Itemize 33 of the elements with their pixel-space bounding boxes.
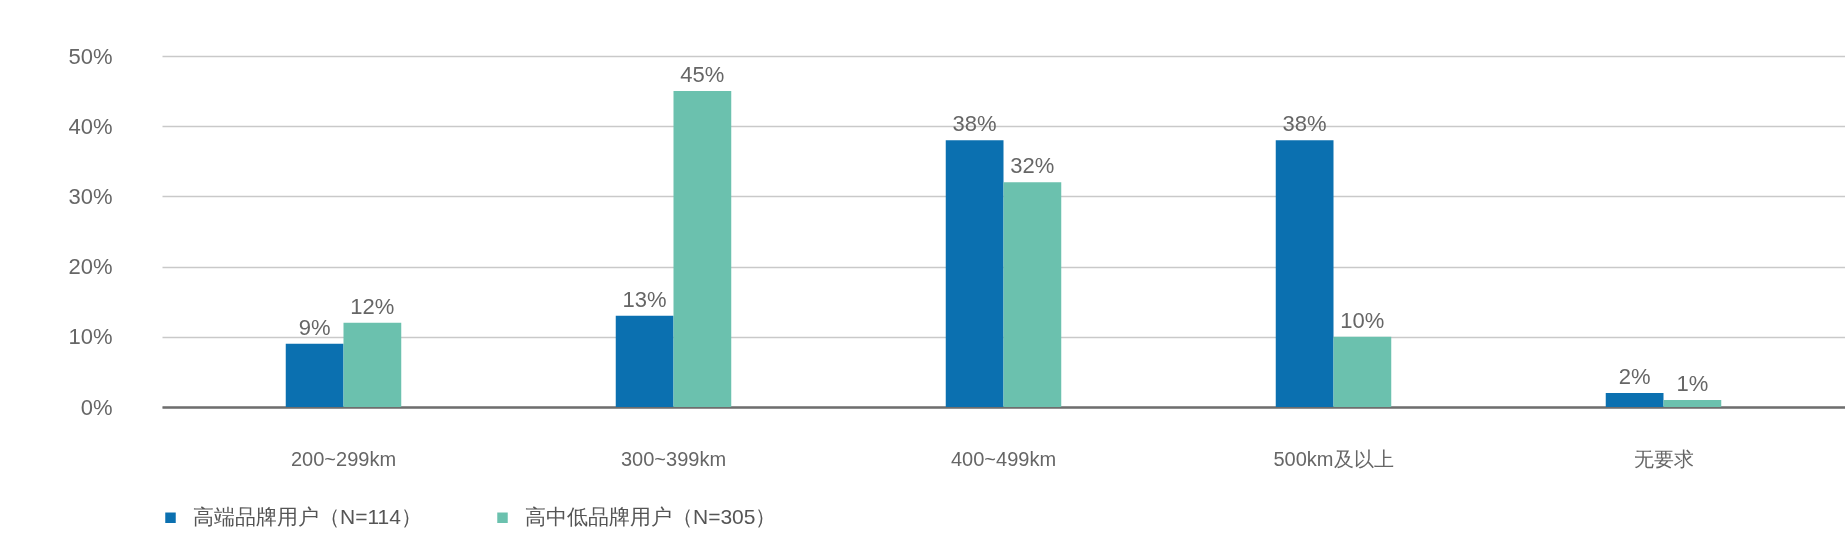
bar bbox=[1003, 182, 1062, 407]
data-label: 10% bbox=[1340, 307, 1385, 333]
bar bbox=[343, 322, 402, 407]
bar bbox=[1333, 336, 1392, 407]
x-tick-label: 400~499km bbox=[950, 447, 1057, 470]
data-label: 2% bbox=[1618, 363, 1651, 389]
y-tick-label: 30% bbox=[68, 183, 113, 209]
bar bbox=[945, 140, 1004, 407]
x-tick-label: 200~299km bbox=[290, 447, 397, 470]
bar bbox=[615, 315, 674, 407]
y-tick-label: 20% bbox=[68, 254, 113, 280]
y-tick-label: 50% bbox=[68, 43, 113, 69]
data-label: 32% bbox=[1010, 153, 1055, 179]
data-label: 38% bbox=[952, 111, 997, 137]
bar bbox=[285, 343, 344, 407]
data-label: 12% bbox=[350, 293, 395, 319]
y-tick-label: 0% bbox=[80, 394, 113, 420]
bar bbox=[1605, 392, 1664, 407]
x-tick-label: 无要求 bbox=[1633, 447, 1694, 470]
data-label: 13% bbox=[622, 286, 667, 312]
y-tick-label: 40% bbox=[68, 113, 113, 139]
data-label: 45% bbox=[680, 62, 725, 88]
bar bbox=[1275, 140, 1334, 407]
bar bbox=[673, 91, 732, 407]
x-tick-label: 300~399km bbox=[620, 447, 727, 470]
data-label: 38% bbox=[1282, 111, 1327, 137]
y-tick-label: 10% bbox=[68, 324, 113, 350]
legend-label: 高中低品牌用户（N=305） bbox=[525, 504, 777, 528]
data-label: 9% bbox=[298, 314, 331, 340]
legend-label: 高端品牌用户（N=114） bbox=[193, 504, 422, 528]
x-tick-label: 500km及以上 bbox=[1273, 447, 1394, 470]
bar bbox=[1663, 399, 1722, 407]
data-label: 1% bbox=[1676, 370, 1709, 396]
